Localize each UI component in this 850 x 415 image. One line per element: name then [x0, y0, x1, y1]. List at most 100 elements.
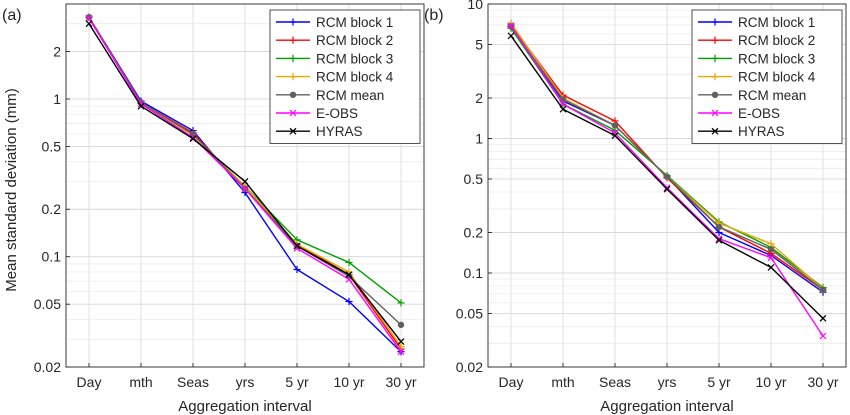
panel-label: (b): [424, 7, 444, 24]
chart-panel-b: 0.02 0.05 0.1 0.2 0.5 1 2 5 10 Day mth Seas yrs 5 yr 1…: [424, 0, 847, 415]
legend-label: RCM block 4: [316, 70, 394, 85]
legend-item: RCM block 1: [276, 15, 393, 30]
legend-item: RCM mean: [698, 88, 806, 103]
y-tick-label: 0.5: [42, 138, 62, 154]
x-marker-b: [507, 32, 515, 40]
x-marker-b: [711, 127, 719, 135]
circle-marker: [611, 122, 619, 129]
x-marker-b: [711, 109, 719, 117]
y-tick-label: 0.02: [34, 359, 61, 375]
circle-marker: [663, 173, 671, 180]
circle-marker: [289, 91, 297, 98]
x-marker-b: [663, 184, 671, 192]
legend-label: RCM block 2: [738, 33, 815, 48]
y-tick-label: 2: [53, 43, 61, 59]
legend-label: HYRAS: [316, 124, 363, 139]
legend-item: E-OBS: [276, 106, 358, 121]
y-axis-label: Mean standard deviation (mm): [3, 88, 20, 291]
x-marker-b: [819, 314, 827, 322]
panel-label: (a): [2, 7, 22, 24]
x-axis-label: Aggregation interval: [600, 398, 733, 415]
x-tick-label: 30 yr: [385, 374, 416, 390]
legend-label: E-OBS: [316, 106, 358, 121]
y-tick-label: 0.2: [464, 225, 484, 241]
y-tick-label: 1: [475, 130, 483, 146]
x-tick-label: 5 yr: [707, 374, 731, 390]
y-tick-label: 0.05: [34, 296, 61, 312]
x-tick-label: yrs: [236, 374, 255, 390]
x-tick-label: Day: [499, 374, 524, 390]
legend-item: RCM block 4: [698, 70, 816, 85]
legend-item: RCM block 2: [276, 33, 393, 48]
x-marker-b: [715, 235, 723, 243]
x-tick-label: Day: [77, 374, 102, 390]
y-tick-label: 10: [467, 0, 483, 12]
circle-marker: [85, 13, 93, 21]
x-axis-label: Aggregation interval: [178, 398, 311, 415]
legend-item: HYRAS: [698, 124, 785, 139]
y-tick-label: 0.05: [456, 305, 483, 321]
y-tick-label: 0.02: [456, 359, 483, 375]
circle-marker: [711, 91, 719, 98]
y-tick-label: 2: [475, 90, 483, 106]
x-marker-b: [559, 105, 567, 113]
legend-item: E-OBS: [698, 106, 780, 121]
legend-item: HYRAS: [276, 124, 363, 139]
circle-marker: [715, 223, 723, 231]
x-marker-b: [241, 178, 249, 185]
y-tick-label: 0.2: [42, 201, 62, 217]
legend-item: RCM block 2: [698, 33, 815, 48]
x-marker-b: [85, 14, 93, 22]
circle-marker: [397, 321, 405, 329]
x-marker-b: [715, 236, 723, 244]
legend-item: RCM mean: [276, 88, 384, 103]
x-marker-b: [611, 132, 619, 140]
legend-label: E-OBS: [738, 106, 780, 121]
legend-label: RCM block 2: [316, 33, 393, 48]
y-tick-label: 1: [53, 91, 61, 107]
x-marker-b: [241, 185, 249, 193]
legend-item: RCM block 3: [276, 51, 393, 66]
series-hyras: [85, 20, 405, 345]
x-marker-b: [137, 102, 145, 110]
x-marker-b: [397, 348, 405, 356]
x-tick-label: mth: [551, 374, 574, 390]
circle-marker: [819, 286, 827, 293]
x-tick-label: Seas: [599, 374, 631, 390]
chart-panel-a: 0.02 0.05 0.1 0.2 0.5 1 2 Day mth Seas yrs 5 yr 10 y…: [2, 3, 425, 415]
legend: RCM block 1 RCM block 2 RCM block 3 RCM blo…: [269, 9, 421, 144]
legend-label: HYRAS: [738, 124, 785, 139]
legend-label: RCM block 3: [316, 51, 393, 66]
x-tick-label: 30 yr: [807, 374, 838, 390]
x-marker-b: [663, 185, 671, 193]
x-marker-b: [345, 271, 353, 279]
legend-item: RCM block 3: [698, 51, 815, 66]
legend-label: RCM block 1: [316, 15, 393, 30]
x-marker-b: [289, 127, 297, 135]
x-tick-label: Seas: [177, 374, 209, 390]
y-tick-label: 0.1: [464, 265, 484, 281]
legend-label: RCM mean: [738, 88, 806, 103]
legend-label: RCM block 3: [738, 51, 815, 66]
legend-label: RCM block 1: [738, 15, 815, 30]
circle-marker: [767, 246, 775, 253]
y-tick-label: 0.1: [42, 249, 62, 265]
series-rcm-mean: [507, 23, 827, 293]
legend-label: RCM mean: [316, 88, 384, 103]
x-marker-b: [507, 22, 515, 30]
x-tick-label: yrs: [658, 374, 677, 390]
x-marker-b: [137, 100, 145, 108]
x-marker-b: [397, 338, 405, 345]
x-marker-b: [189, 135, 197, 143]
x-marker-b: [85, 20, 93, 28]
legend-item: RCM block 1: [698, 15, 815, 30]
x-marker-b: [819, 332, 827, 340]
legend-item: RCM block 4: [276, 70, 394, 85]
x-tick-label: 10 yr: [755, 374, 786, 390]
y-tick-label: 0.5: [464, 171, 484, 187]
x-marker-b: [189, 134, 197, 141]
x-marker-b: [767, 254, 775, 262]
legend-label: RCM block 4: [738, 70, 816, 85]
x-marker-b: [293, 242, 301, 250]
